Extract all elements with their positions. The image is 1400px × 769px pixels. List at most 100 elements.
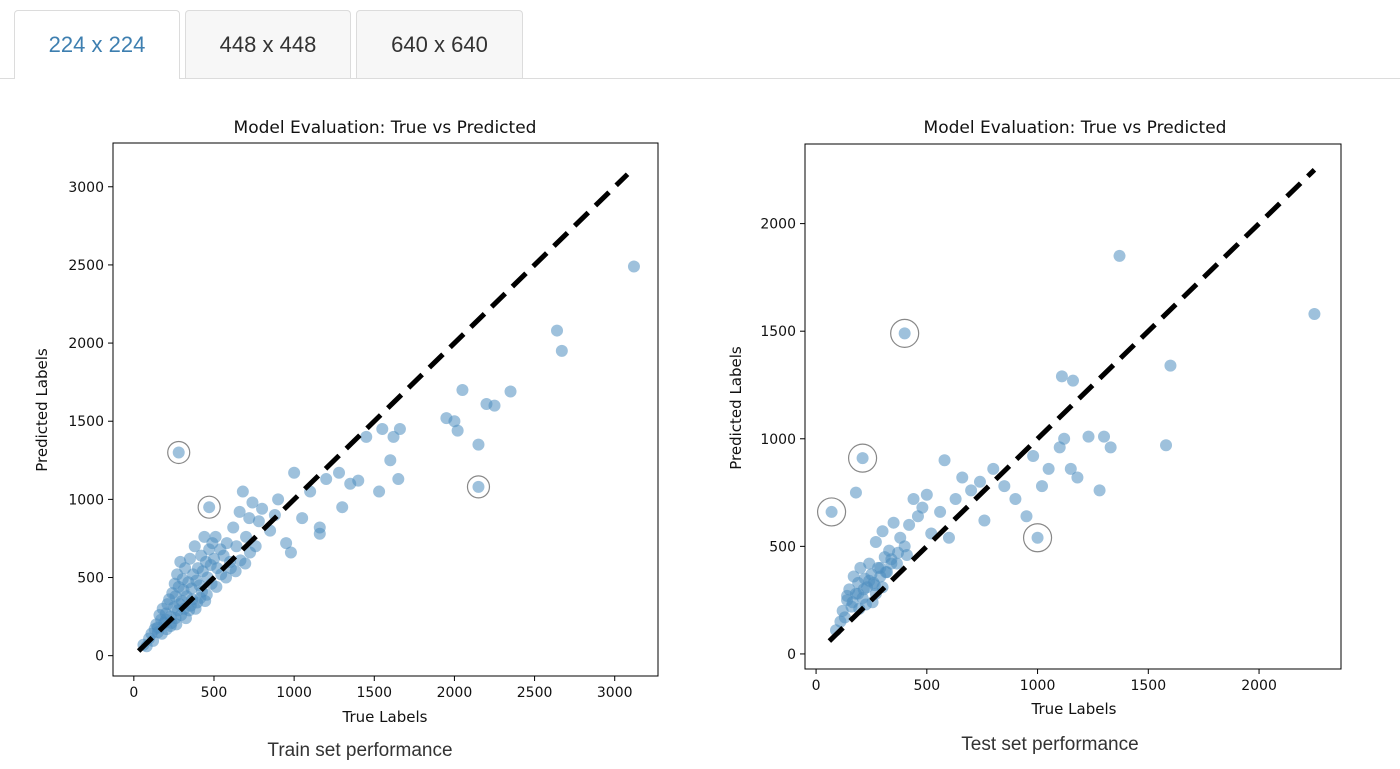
test-data-point: [849, 486, 862, 499]
train-x-tick-label: 1000: [276, 685, 312, 701]
test-data-point: [869, 536, 882, 549]
test-plot-frame: [804, 143, 1342, 670]
test-data-point: [857, 583, 870, 596]
test-data-point: [863, 557, 876, 570]
test-data-point: [1082, 430, 1095, 443]
test-data-point: [854, 561, 867, 574]
test-x-label: True Labels: [1031, 700, 1117, 718]
test-x-tick-label: 0: [812, 678, 821, 694]
test-data-point: [1098, 430, 1111, 443]
train-data-point: [220, 537, 233, 550]
train-data-point: [203, 501, 216, 514]
test-data-point: [949, 493, 962, 506]
test-data-point: [965, 484, 978, 497]
train-data-point: [229, 565, 242, 578]
test-data-point: [890, 557, 903, 570]
test-data-point: [1035, 480, 1048, 493]
test-data-point: [920, 488, 933, 501]
test-data-point: [1308, 307, 1321, 320]
train-data-point: [243, 512, 256, 525]
train-data-point: [230, 540, 243, 553]
test-outlier-ring: [890, 318, 920, 348]
test-data-point: [1031, 531, 1044, 544]
train-y-tick-label: 0: [95, 649, 104, 665]
train-data-point: [320, 473, 333, 486]
train-data-point: [448, 415, 461, 428]
test-data-point: [887, 516, 900, 529]
test-data-point: [987, 462, 1000, 475]
test-caption: Test set performance: [961, 734, 1139, 755]
train-data-point: [272, 493, 285, 506]
test-data-point: [856, 452, 869, 465]
tab-224[interactable]: 224 x 224: [14, 10, 180, 79]
train-outlier-circles: [167, 440, 491, 519]
test-y-tick-label: 1000: [760, 432, 796, 448]
train-y-tick-label: 1500: [68, 414, 104, 430]
test-data-point: [1113, 249, 1126, 262]
train-data-point: [288, 466, 301, 479]
test-y-label: Predicted Labels: [727, 346, 745, 470]
train-data-point: [392, 473, 405, 486]
test-data-point: [978, 514, 991, 527]
test-data-point: [1067, 374, 1079, 387]
test-data-point: [907, 493, 920, 506]
train-y-tick-label: 2500: [68, 258, 104, 274]
train-data-point: [210, 580, 223, 593]
test-data-point: [938, 454, 951, 467]
train-chart-title: Model Evaluation: True vs Predicted: [234, 118, 537, 138]
test-data-point: [838, 611, 851, 624]
test-data-point: [1093, 484, 1106, 497]
train-data-point: [244, 546, 257, 559]
test-data-point: [1071, 471, 1084, 484]
train-data-point: [376, 423, 389, 436]
train-outlier-ring: [167, 440, 191, 465]
train-data-point: [199, 594, 212, 607]
test-chart: Model Evaluation: True vs Predicted 0 500…: [727, 118, 1342, 718]
test-outlier-circles: [816, 318, 1053, 553]
train-data-point: [236, 485, 249, 498]
test-data-point: [825, 505, 838, 518]
test-data-point: [1020, 510, 1033, 523]
train-reference-line: [136, 172, 630, 653]
test-outlier-ring: [847, 443, 878, 473]
test-data-point: [973, 475, 986, 488]
train-data-point: [256, 502, 269, 515]
train-x-tick-label: 1500: [356, 685, 392, 701]
test-reference-line: [827, 168, 1317, 643]
train-data-point: [170, 618, 183, 631]
train-data-point: [313, 521, 326, 534]
train-x-label: True Labels: [342, 708, 428, 726]
test-y-tick-label: 0: [787, 647, 796, 663]
train-x-tick-label: 2500: [517, 685, 553, 701]
train-y-tick-label: 3000: [68, 180, 104, 196]
train-data-point: [172, 446, 185, 459]
test-data-point: [916, 501, 929, 514]
test-x-tick-label: 1000: [1020, 678, 1056, 694]
train-data-point: [233, 505, 246, 518]
test-data-point: [998, 480, 1011, 493]
tab-448[interactable]: 448 x 448: [185, 10, 351, 78]
test-outlier-ring: [816, 497, 847, 527]
test-axis-ticks: 0 500 1000 1500 2000 0 500 1000 1500 2000: [760, 217, 1277, 694]
train-data-point: [227, 521, 240, 534]
test-outlier-ring: [1022, 523, 1053, 553]
train-data-point: [373, 485, 386, 498]
test-data-point: [1055, 370, 1068, 383]
train-data-point: [239, 557, 252, 570]
train-data-point: [488, 399, 501, 412]
train-data-point: [252, 515, 265, 528]
train-data-point: [284, 546, 297, 559]
test-y-tick-label: 2000: [760, 217, 796, 233]
train-outlier-ring: [197, 495, 221, 519]
train-data-point: [220, 571, 233, 584]
test-data-point: [956, 471, 969, 484]
tab-640[interactable]: 640 x 640: [356, 10, 523, 78]
test-data-point: [876, 525, 889, 538]
test-points: [825, 249, 1321, 637]
train-axis-ticks: 0 500 1000 1500 2000 2500 3000 0 500 1000 1500 2000…: [68, 180, 632, 701]
train-data-point: [551, 324, 564, 337]
train-data-point: [384, 454, 397, 467]
train-data-point: [179, 612, 192, 625]
train-data-point: [472, 438, 485, 451]
